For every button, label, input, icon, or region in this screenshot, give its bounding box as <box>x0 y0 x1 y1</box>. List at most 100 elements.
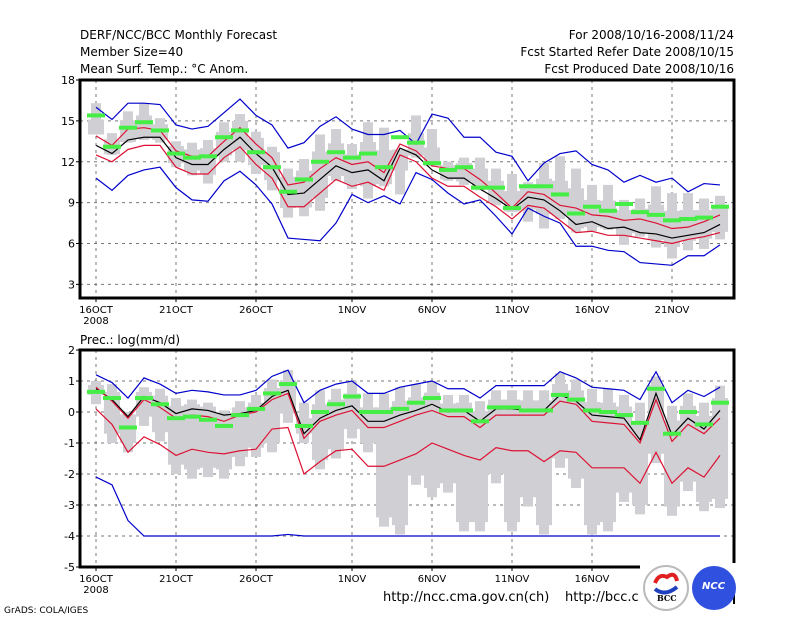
precip-median-line <box>95 388 721 442</box>
temp-ensemble-mean-bar <box>535 184 553 189</box>
precip-ensemble-mean-bar <box>551 392 569 397</box>
temp-ensemble-mean-bar <box>487 185 505 190</box>
temp-ytick-label: 12 <box>61 156 75 169</box>
temp-ensemble-mean-bar <box>631 210 649 215</box>
chart-title: DERF/NCC/BCC Monthly Forecast <box>80 28 278 42</box>
precip-iqr-box <box>472 411 488 523</box>
temp-ytick-label: 18 <box>61 74 75 87</box>
precip-ensemble-mean-bar <box>535 408 553 413</box>
precip-ensemble-mean-bar <box>503 405 521 410</box>
temp-ensemble-mean-bar <box>311 159 329 164</box>
temp-ensemble-mean-bar <box>151 128 169 133</box>
precip-iqr-box <box>408 397 424 476</box>
precip-iqr-box <box>648 384 664 454</box>
temp-xtick-label: 16OCT <box>79 305 114 316</box>
precip-ensemble-mean-bar <box>183 414 201 419</box>
precip-ytick-label: -1 <box>64 437 75 450</box>
precip-xtick-label: 6NOV <box>418 574 447 585</box>
precip-iqr-box <box>168 405 184 465</box>
temp-whisker-box <box>91 103 101 135</box>
temp-ytick-label: 15 <box>61 115 75 128</box>
precip-iqr-box <box>616 406 632 493</box>
temp-ensemble-mean-bar <box>583 204 601 209</box>
precip-ensemble-mean-bar <box>119 425 137 430</box>
precip-ensemble-mean-bar <box>647 386 665 391</box>
precip-iqr-box <box>152 395 168 433</box>
temp-iqr-box <box>360 141 376 187</box>
precip-ensemble-mean-bar <box>247 406 265 411</box>
temp-xtick-year: 2008 <box>83 316 108 327</box>
temp-iqr-box <box>392 149 408 171</box>
temp-iqr-box <box>536 178 552 215</box>
precip-ensemble-mean-bar <box>423 396 441 401</box>
temp-ensemble-mean-bar <box>599 208 617 213</box>
precip-iqr-box <box>488 399 504 474</box>
temp-xtick-label: 11NOV <box>495 305 530 316</box>
temp-ensemble-mean-bar <box>279 189 297 194</box>
precip-ensemble-mean-bar <box>391 406 409 411</box>
precip-ensemble-mean-bar <box>311 410 329 414</box>
forecast-started-date: Fcst Started Refer Date 2008/10/15 <box>520 45 734 59</box>
temp-ensemble-mean-bar <box>551 192 569 197</box>
temp-iqr-box <box>184 149 200 171</box>
temp-iqr-box <box>632 208 648 234</box>
temp-whisker-box <box>395 149 405 195</box>
precip-ensemble-mean-bar <box>151 402 169 407</box>
temp-iqr-box <box>616 210 632 237</box>
precip-ensemble-mean-bar <box>519 408 537 413</box>
member-size: Member Size=40 <box>80 45 184 59</box>
temp-ensemble-mean-bar <box>135 120 153 125</box>
temp-ensemble-mean-bar <box>695 215 713 220</box>
precip-p_lower-line <box>95 408 721 485</box>
temp-ensemble-mean-bar <box>647 212 665 217</box>
temp-frame <box>78 78 736 300</box>
temp-ensemble-mean-bar <box>663 218 681 223</box>
precip-iqr-box <box>552 384 568 459</box>
ncc-url-link[interactable]: http://ncc.cma.gov.cn(ch) <box>383 590 550 605</box>
temp-iqr-box <box>600 200 616 229</box>
temp-iqr-box <box>344 154 360 184</box>
precip-ensemble-mean-bar <box>631 420 649 425</box>
temp-iqr-box <box>136 115 152 139</box>
temp-iqr-box <box>696 210 712 239</box>
precip-iqr-box <box>600 402 616 523</box>
precip-ensemble-mean-bar <box>583 408 601 413</box>
precip-ensemble-mean-bar <box>407 400 425 405</box>
temp-ytick-label: 3 <box>68 278 75 291</box>
precip-ensemble-mean-bar <box>679 410 697 414</box>
forecast-produced-date: Fcst Produced Date 2008/10/16 <box>544 62 734 76</box>
precip-ensemble-mean-bar <box>359 410 377 414</box>
precip-max-line <box>95 369 721 404</box>
precip-xtick-label: 16NOV <box>575 574 610 585</box>
temp-iqr-box <box>552 180 568 216</box>
precip-iqr-box <box>248 402 264 448</box>
temp-ensemble-mean-bar <box>455 165 473 170</box>
temp-ytick-label: 6 <box>68 238 75 251</box>
bcc-url-link[interactable]: http://bcc.c <box>565 590 639 605</box>
temp-ensemble-mean-bar <box>423 161 441 166</box>
precip-ytick-label: -2 <box>64 468 75 481</box>
precip-ytick-label: -5 <box>64 561 75 574</box>
precip-iqr-box <box>104 391 120 434</box>
precip-iqr-box <box>440 403 456 484</box>
temp-iqr-box <box>232 120 248 151</box>
precip-ensemble-mean-bar <box>167 416 185 421</box>
temp-ensemble-mean-bar <box>87 113 105 118</box>
bcc-logo-text: BCC <box>657 593 677 603</box>
temp-ensemble-mean-bar <box>567 211 585 216</box>
precip-iqr-box <box>456 402 472 523</box>
temp-xtick-label: 16NOV <box>575 305 610 316</box>
temp-ensemble-mean-bar <box>231 128 249 133</box>
temp-ensemble-mean-bar <box>327 150 345 155</box>
precip-ensemble-mean-bar <box>135 396 153 401</box>
precip-ensemble-mean-bar <box>343 394 361 399</box>
temp-ensemble-mean-bar <box>295 177 313 182</box>
temp-xtick-label: 1NOV <box>338 305 367 316</box>
precip-iqr-box <box>680 405 696 482</box>
precip-iqr-box <box>424 392 440 488</box>
precip-ensemble-mean-bar <box>615 413 633 418</box>
precip-iqr-box <box>536 400 552 526</box>
precip-iqr-box <box>696 415 712 502</box>
